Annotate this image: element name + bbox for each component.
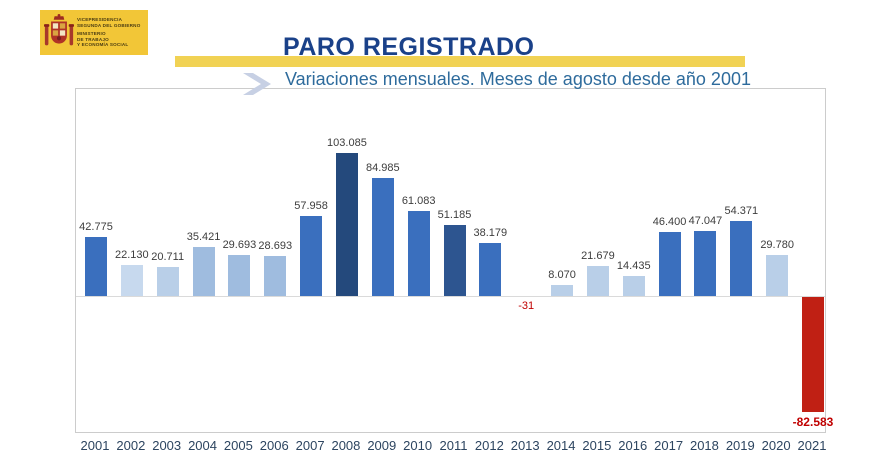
coat-of-arms-icon [44,13,74,45]
bar-2002 [120,265,143,296]
bar-2009 [371,178,394,296]
bar-2006 [264,256,287,296]
value-label-2020: 29.780 [760,238,794,251]
bar-2007 [300,215,323,296]
year-label-2010: 2010 [403,438,433,453]
value-label-2010: 61.083 [401,195,436,208]
bar-2017 [658,231,681,296]
year-label-2018: 2018 [689,438,719,453]
year-label-2005: 2005 [223,438,253,453]
year-label-2015: 2015 [582,438,612,453]
year-label-2016: 2016 [618,438,648,453]
bar-2008 [335,153,358,296]
year-label-2011: 2011 [439,438,468,453]
bar-2021 [802,297,824,412]
year-label-2020: 2020 [761,438,791,453]
year-label-2007: 2007 [295,438,325,453]
value-label-2014: 8.070 [548,268,576,281]
year-label-2021: 2021 [797,438,827,453]
chart-subtitle: Variaciones mensuales. Meses de agosto d… [285,69,751,89]
value-label-2015: 21.679 [581,249,615,262]
logo-line-4: DE TRABAJO [77,36,109,42]
gov-logo: VICEPRESIDENCIA SEGUNDA DEL GOBIERNO MIN… [40,10,148,55]
value-label-2008: 103.085 [327,137,367,149]
value-label-2012: 38.179 [473,227,508,240]
title-band [175,56,745,67]
value-label-2011: 51.185 [437,208,472,221]
value-label-2006: 28.693 [258,240,293,253]
bar-2019 [730,220,753,296]
value-label-2017: 46.400 [652,215,687,228]
year-label-2012: 2012 [474,438,504,453]
value-label-2019: 54.371 [724,204,759,217]
value-label-2021: -82.583 [792,414,834,429]
logo-text: VICEPRESIDENCIA SEGUNDA DEL GOBIERNO MIN… [77,17,140,48]
year-label-2019: 2019 [725,438,755,453]
year-label-2017: 2017 [654,438,684,453]
page-title: PARO REGISTRADO [283,33,535,61]
bar-2005 [228,254,251,296]
year-label-2002: 2002 [116,438,146,453]
logo-line-3: MINISTERIO [77,31,106,37]
value-label-2003: 20.711 [151,251,185,264]
bar-2010 [407,211,430,296]
chevron-right-icon [243,73,273,100]
value-label-2001: 42.775 [79,220,113,233]
bar-2012 [479,243,502,296]
bar-2015 [586,265,609,296]
value-label-2016: 14.435 [616,259,651,272]
year-label-2001: 2001 [80,438,110,453]
bar-2004 [192,246,215,296]
year-label-2014: 2014 [546,438,576,453]
logo-line-5: Y ECONOMÍA SOCIAL [77,42,129,48]
value-label-2002: 22.130 [115,249,149,262]
year-label-2006: 2006 [259,438,289,453]
value-label-2009: 84.985 [365,162,400,175]
value-label-2004: 35.421 [186,230,221,243]
bar-2016 [622,275,645,296]
year-label-2003: 2003 [152,438,182,453]
year-label-2009: 2009 [367,438,397,453]
bar-2018 [694,230,717,296]
bar-2001 [85,236,107,296]
value-label-2007: 57.958 [294,199,328,212]
bar-2011 [443,224,466,296]
year-label-2013: 2013 [510,438,540,453]
bar-2014 [551,284,574,296]
value-label-2013: -31 [518,300,535,313]
value-label-2018: 47.047 [688,214,723,227]
year-label-2008: 2008 [331,438,361,453]
year-label-2004: 2004 [188,438,217,453]
value-label-2005: 29.693 [222,238,257,251]
logo-line-1: VICEPRESIDENCIA [77,17,123,23]
bar-2020 [766,254,789,296]
logo-line-2: SEGUNDA DEL GOBIERNO [77,22,141,28]
zero-axis-line [76,296,825,297]
chart-plot-area: 42.775 22.130 20.711 35.421 29.693 28.693 57.9… [75,88,833,433]
x-axis-labels: 2001 2002 2003 2004 2005 2006 2007 2008 2009 2010… [75,438,827,456]
bar-2003 [156,267,179,296]
